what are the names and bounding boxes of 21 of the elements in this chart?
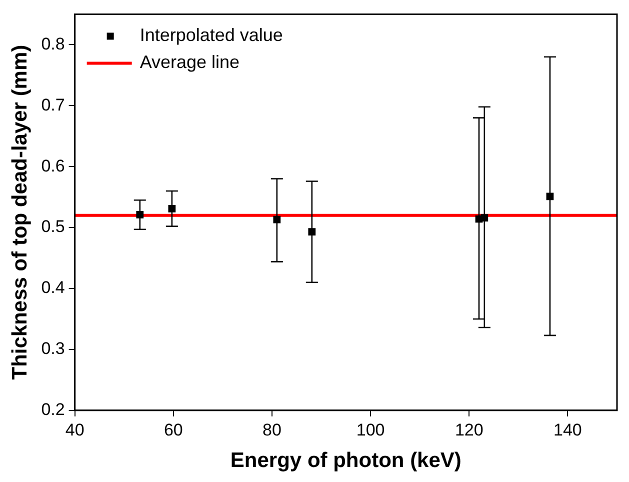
- x-tick-label: 140: [554, 420, 582, 440]
- y-axis-title: Thickness of top dead-layer (mm): [8, 44, 32, 380]
- y-tick-label: 0.5: [41, 217, 65, 236]
- x-tick-label: 60: [164, 420, 183, 440]
- point: [273, 216, 281, 224]
- legend-label: Average line: [140, 52, 240, 72]
- x-axis-title: Energy of photon (keV): [230, 449, 462, 472]
- x-tick-label: 40: [65, 420, 84, 440]
- point: [168, 204, 176, 212]
- y-tick-label: 0.8: [41, 34, 65, 54]
- y-tick-label: 0.3: [41, 339, 65, 358]
- y-tick-label: 0.2: [41, 400, 65, 420]
- x-tick-label: 80: [262, 420, 282, 440]
- point: [308, 228, 316, 236]
- x-tick-label: 100: [356, 420, 385, 440]
- y-tick-label: 0.4: [41, 278, 65, 298]
- point: [480, 214, 488, 222]
- legend-label: Interpolated value: [140, 25, 283, 46]
- y-tick-label: 0.6: [41, 156, 65, 176]
- x-tick-label: 120: [454, 420, 484, 440]
- y-tick-label: 0.7: [41, 95, 65, 114]
